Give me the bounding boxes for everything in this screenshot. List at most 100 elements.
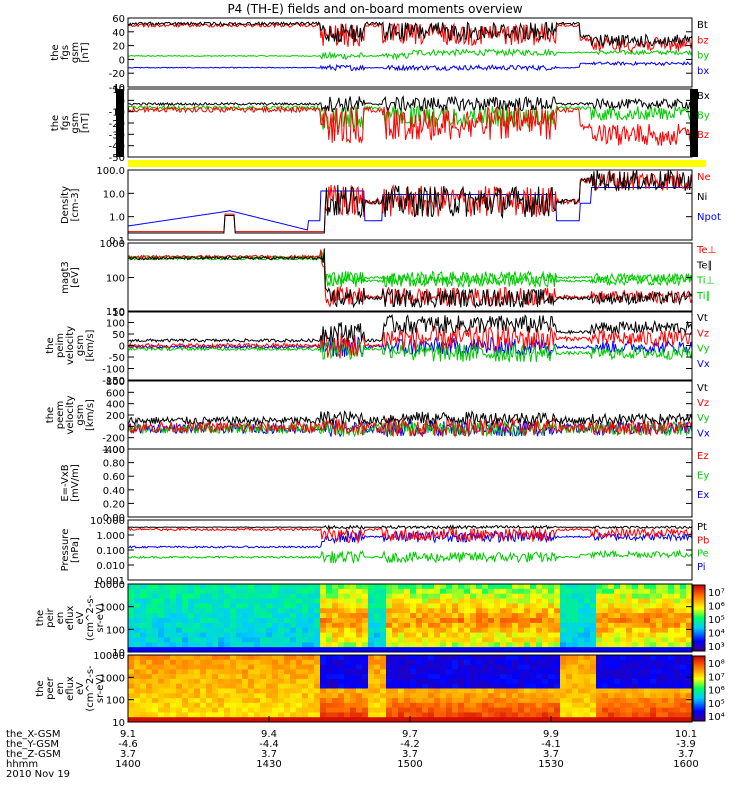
heatmap-cell [164, 613, 171, 619]
heatmap-cell [644, 717, 651, 722]
heatmap-cell [392, 655, 399, 661]
heatmap-cell [488, 613, 495, 619]
heatmap-cell [578, 642, 585, 648]
heatmap-cell [314, 717, 321, 722]
heatmap-cell [506, 608, 513, 614]
heatmap-cell [566, 588, 573, 595]
heatmap-cell [566, 683, 573, 690]
heatmap-cell [266, 618, 273, 624]
heatmap-cell [446, 603, 453, 609]
heatmap-cell [464, 707, 471, 714]
heatmap-cell [446, 693, 453, 699]
heatmap-cell [644, 688, 651, 694]
heatmap-cell [188, 622, 195, 629]
heatmap-cell [308, 683, 315, 690]
heatmap-cell [464, 637, 471, 643]
heatmap-cell [326, 613, 333, 619]
heatmap-cell [446, 598, 453, 605]
heatmap-cell [326, 642, 333, 648]
heatmap-cell [446, 702, 453, 709]
heatmap-cell [512, 683, 519, 690]
y-tick-label: 0.20 [103, 499, 125, 510]
heatmap-cell [686, 618, 692, 624]
heatmap-cell [422, 717, 429, 722]
heatmap-cell [302, 627, 309, 634]
heatmap-cell [362, 618, 369, 624]
heatmap-cell [482, 603, 489, 609]
heatmap-cell [338, 593, 345, 600]
heatmap-cell [236, 584, 243, 590]
heatmap-cell [494, 608, 501, 614]
heatmap-cell [308, 618, 315, 624]
heatmap-cell [464, 693, 471, 699]
heatmap-cell [596, 693, 603, 699]
heatmap-cell [434, 642, 441, 648]
heatmap-cell [368, 598, 375, 605]
heatmap-cell [302, 669, 309, 675]
heatmap-cell [206, 688, 213, 694]
heatmap-cell [578, 637, 585, 643]
heatmap-cell [572, 669, 579, 675]
heatmap-cell [386, 608, 393, 614]
heatmap-cell [386, 683, 393, 690]
heatmap-cell [236, 637, 243, 643]
heatmap-cell [578, 593, 585, 600]
heatmap-cell [314, 659, 321, 666]
heatmap-cell [164, 698, 171, 704]
heatmap-cell [464, 664, 471, 670]
heatmap-cell [314, 632, 321, 639]
heatmap-cell [314, 674, 321, 680]
heatmap-cell [242, 688, 249, 694]
heatmap-cell [422, 627, 429, 634]
heatmap-cell [254, 702, 261, 709]
heatmap-cell [626, 674, 633, 680]
heatmap-cell [494, 698, 501, 704]
heatmap-cell [620, 618, 627, 624]
heatmap-cell [224, 659, 231, 666]
heatmap-cell [410, 622, 417, 629]
heatmap-cell [356, 683, 363, 690]
heatmap-cell [524, 698, 531, 704]
heatmap-cell [410, 707, 417, 714]
heatmap-cell [614, 674, 621, 680]
heatmap-cell [218, 707, 225, 714]
heatmap-cell [224, 664, 231, 670]
heatmap-cell [446, 655, 453, 661]
heatmap-cell [644, 683, 651, 690]
heatmap-cell [254, 717, 261, 722]
heatmap-cell [530, 588, 537, 595]
heatmap-cell [506, 698, 513, 704]
heatmap-cell [284, 674, 291, 680]
heatmap-cell [224, 637, 231, 643]
heatmap-cell [548, 584, 555, 590]
heatmap-cell [314, 688, 321, 694]
heatmap-cell [278, 655, 285, 661]
heatmap-cell [158, 593, 165, 600]
heatmap-cell [128, 598, 135, 605]
heatmap-cell [482, 632, 489, 639]
heatmap-cell [626, 683, 633, 690]
heatmap-cell [602, 598, 609, 605]
heatmap-cell [380, 688, 387, 694]
heatmap-cell [386, 707, 393, 714]
heatmap-cell [464, 613, 471, 619]
heatmap-cell [566, 637, 573, 643]
heatmap-cell [596, 632, 603, 639]
heatmap-cell [572, 598, 579, 605]
heatmap-cell [404, 698, 411, 704]
heatmap-cell [440, 627, 447, 634]
heatmap-cell [320, 618, 327, 624]
heatmap-cell [242, 674, 249, 680]
heatmap-cell [554, 598, 561, 605]
heatmap-cell [170, 693, 177, 699]
heatmap-cell [602, 669, 609, 675]
heatmap-cell [320, 584, 327, 590]
heatmap-cell [662, 584, 669, 590]
heatmap-cell [386, 688, 393, 694]
x-row-value: 9.7 [402, 729, 418, 740]
heatmap-cell [248, 669, 255, 675]
heatmap-cell [620, 598, 627, 605]
heatmap-cell [224, 627, 231, 634]
heatmap-cell [566, 618, 573, 624]
heatmap-cell [242, 698, 249, 704]
